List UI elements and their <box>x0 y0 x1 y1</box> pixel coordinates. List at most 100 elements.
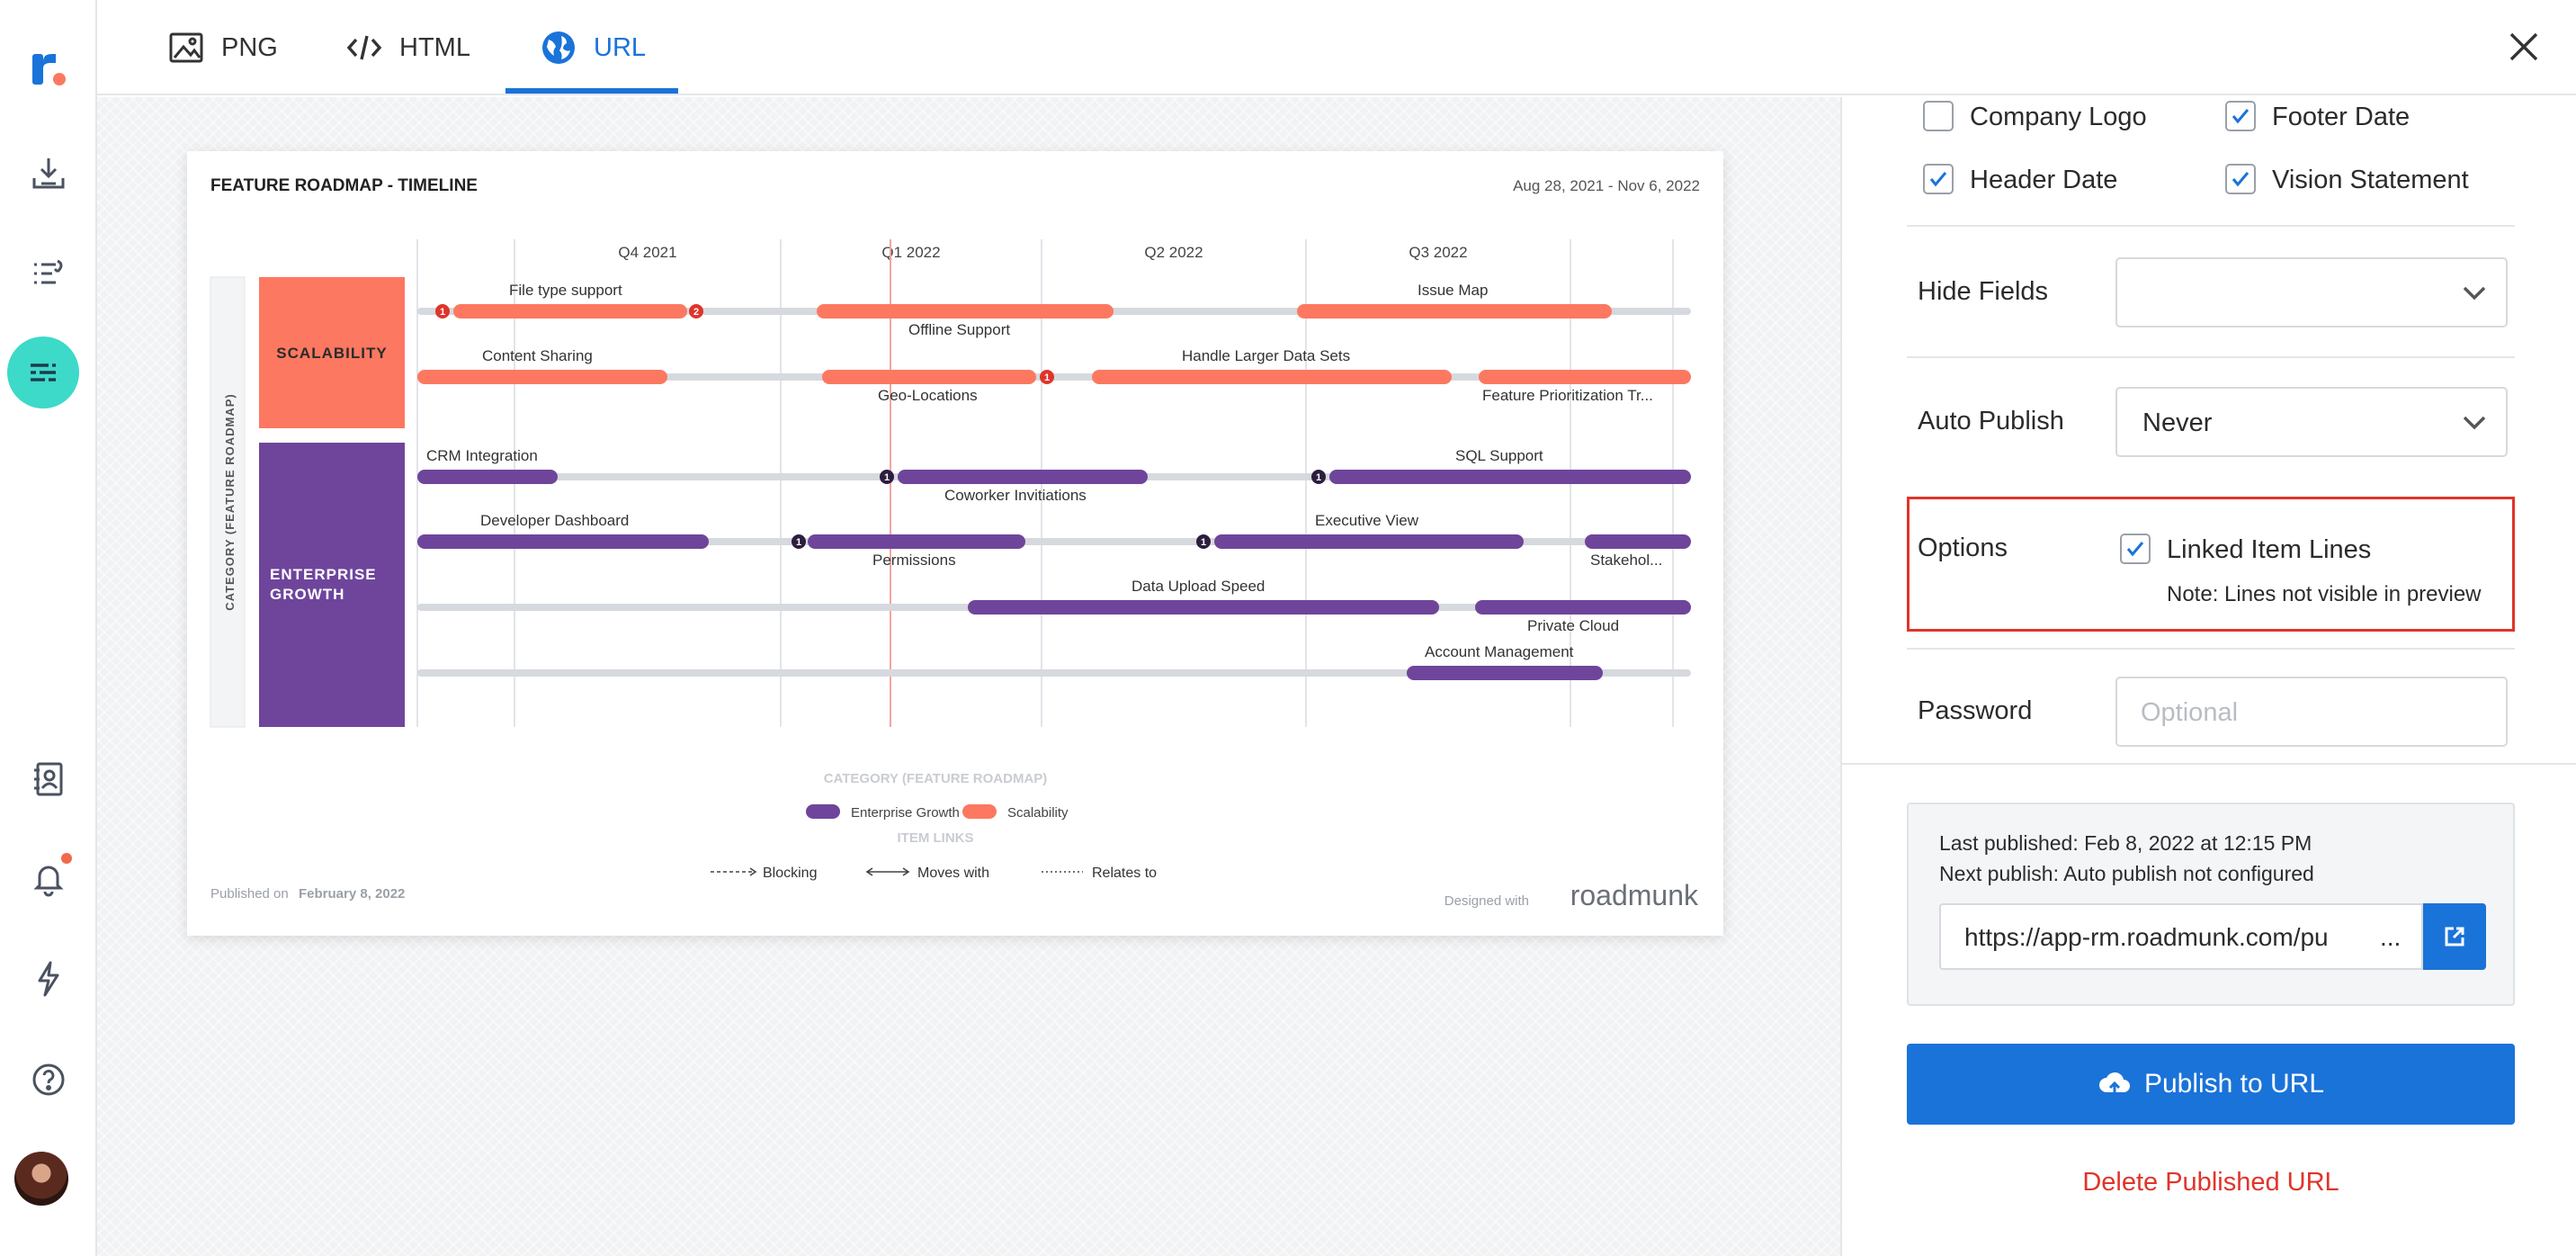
company-logo-checkbox[interactable] <box>1923 101 1954 131</box>
bar-offline-support[interactable] <box>817 304 1114 318</box>
legend-swatch-enterprise <box>806 804 840 819</box>
group-enterprise-growth-label-2: GROWTH <box>270 586 344 603</box>
item-label: Geo-Locations <box>878 387 978 404</box>
chevron-down-icon <box>2463 416 2486 430</box>
password-input[interactable]: Optional <box>2115 677 2508 747</box>
item-label: SQL Support <box>1455 447 1543 464</box>
contacts-icon[interactable] <box>16 747 81 812</box>
bar-feature-prioritization[interactable] <box>1479 370 1691 384</box>
close-icon[interactable] <box>2504 27 2544 67</box>
checkmark-icon <box>1929 172 1947 187</box>
header-date-checkbox[interactable] <box>1923 164 1954 194</box>
tab-html[interactable]: HTML <box>345 0 470 95</box>
checkmark-icon <box>2126 542 2144 557</box>
bar-file-type-support[interactable] <box>453 304 687 318</box>
bar-geo-locations[interactable] <box>822 370 1036 384</box>
roadmunk-logo[interactable] <box>16 36 81 101</box>
publish-to-url-button[interactable]: Publish to URL <box>1907 1044 2515 1125</box>
vision-statement-label: Vision Statement <box>2272 166 2469 194</box>
item-label: Stakehol... <box>1590 552 1662 569</box>
links-title: ITEM LINKS <box>898 830 974 846</box>
divider <box>1907 225 2515 227</box>
link-moves-with: Moves with <box>917 866 989 881</box>
password-placeholder: Optional <box>2141 698 2239 727</box>
badge-5: 1 <box>1316 472 1321 483</box>
roadmunk-wordmark: roadmunk <box>1570 879 1699 911</box>
item-label: Developer Dashboard <box>480 512 629 529</box>
help-icon[interactable] <box>16 1047 81 1112</box>
bar-content-sharing[interactable] <box>417 370 667 384</box>
tab-png[interactable]: PNG <box>167 0 278 95</box>
quarter-q3-2022: Q3 2022 <box>1409 244 1467 261</box>
bar-data-upload-speed[interactable] <box>968 600 1439 615</box>
group-scalability <box>259 277 405 428</box>
badge-4: 1 <box>884 472 890 483</box>
group-enterprise-growth-label-1: ENTERPRISE <box>270 566 377 583</box>
options-note: Note: Lines not visible in preview <box>2167 582 2482 606</box>
group-enterprise-growth <box>259 443 405 727</box>
roadmap-date-range: Aug 28, 2021 - Nov 6, 2022 <box>1513 177 1700 194</box>
badge-3: 1 <box>1044 372 1050 383</box>
code-icon <box>346 35 382 60</box>
published-on-label: Published on <box>210 886 289 902</box>
options-highlight-box: Options Linked Item Lines Note: Lines no… <box>1907 497 2515 632</box>
bell-icon[interactable] <box>16 846 81 911</box>
divider <box>1907 356 2515 358</box>
bar-issue-map[interactable] <box>1297 304 1612 318</box>
link-relates-to: Relates to <box>1092 866 1157 881</box>
category-side-label: CATEGORY (FEATURE ROADMAP) <box>223 393 237 610</box>
next-publish-text: Next publish: Auto publish not configure… <box>1939 862 2314 885</box>
published-url-text: https://app-rm.roadmunk.com/pu <box>1964 923 2329 951</box>
roadmap-icon[interactable] <box>7 336 79 408</box>
quarter-q2-2022: Q2 2022 <box>1144 244 1203 261</box>
globe-icon <box>542 31 575 64</box>
bar-coworker-invitations[interactable] <box>898 470 1148 484</box>
last-published-text: Last published: Feb 8, 2022 at 12:15 PM <box>1939 831 2312 855</box>
hide-fields-select[interactable] <box>2115 257 2508 327</box>
bar-private-cloud[interactable] <box>1475 600 1691 615</box>
item-label: Executive View <box>1315 512 1419 529</box>
publish-info-box: Last published: Feb 8, 2022 at 12:15 PM … <box>1907 803 2515 1006</box>
checkmark-icon <box>2232 109 2250 124</box>
preview-area: FEATURE ROADMAP - TIMELINE Aug 28, 2021 … <box>97 97 1840 1256</box>
tab-html-label: HTML <box>399 32 470 62</box>
bar-permissions[interactable] <box>808 534 1025 549</box>
publish-settings-panel: Company Logo Footer Date Header Date Vis… <box>1840 97 2576 1256</box>
item-label: CRM Integration <box>426 447 538 464</box>
bar-sql-support[interactable] <box>1329 470 1691 484</box>
image-icon <box>169 32 203 63</box>
list-icon[interactable] <box>16 241 81 306</box>
badge-2: 2 <box>693 307 699 318</box>
bar-crm-integration[interactable] <box>417 470 558 484</box>
badge-6: 1 <box>796 537 801 548</box>
publish-to-url-label: Publish to URL <box>2143 1069 2325 1099</box>
bar-handle-larger-data-sets[interactable] <box>1092 370 1452 384</box>
item-label: Content Sharing <box>482 347 593 364</box>
item-label: Private Cloud <box>1527 617 1619 634</box>
auto-publish-select[interactable]: Never <box>2115 387 2508 457</box>
bar-stakeholder[interactable] <box>1585 534 1691 549</box>
external-link-icon <box>2445 927 2464 946</box>
import-icon[interactable] <box>16 140 81 205</box>
badge-1: 1 <box>440 307 445 318</box>
category-side-panel <box>210 276 246 728</box>
linked-item-lines-checkbox[interactable] <box>2120 534 2151 564</box>
open-url-button[interactable] <box>2423 903 2486 970</box>
bar-account-management[interactable] <box>1407 666 1603 680</box>
user-avatar[interactable] <box>14 1152 68 1206</box>
footer-date-checkbox[interactable] <box>2225 101 2256 131</box>
bar-developer-dashboard[interactable] <box>417 534 709 549</box>
link-blocking: Blocking <box>763 866 817 881</box>
linked-item-lines-label: Linked Item Lines <box>2167 535 2372 564</box>
delete-published-url-link[interactable]: Delete Published URL <box>2082 1168 2339 1197</box>
published-url-field[interactable]: https://app-rm.roadmunk.com/pu ... <box>1939 903 2423 970</box>
bar-executive-view[interactable] <box>1214 534 1524 549</box>
published-on-date: February 8, 2022 <box>299 886 405 902</box>
tab-url[interactable]: URL <box>540 0 646 95</box>
quarter-q4-2021: Q4 2021 <box>618 244 676 261</box>
options-label: Options <box>1918 534 2008 562</box>
lightning-icon[interactable] <box>16 946 81 1011</box>
vision-statement-checkbox[interactable] <box>2225 164 2256 194</box>
notification-dot <box>61 853 72 864</box>
header-date-label: Header Date <box>1970 166 2118 194</box>
